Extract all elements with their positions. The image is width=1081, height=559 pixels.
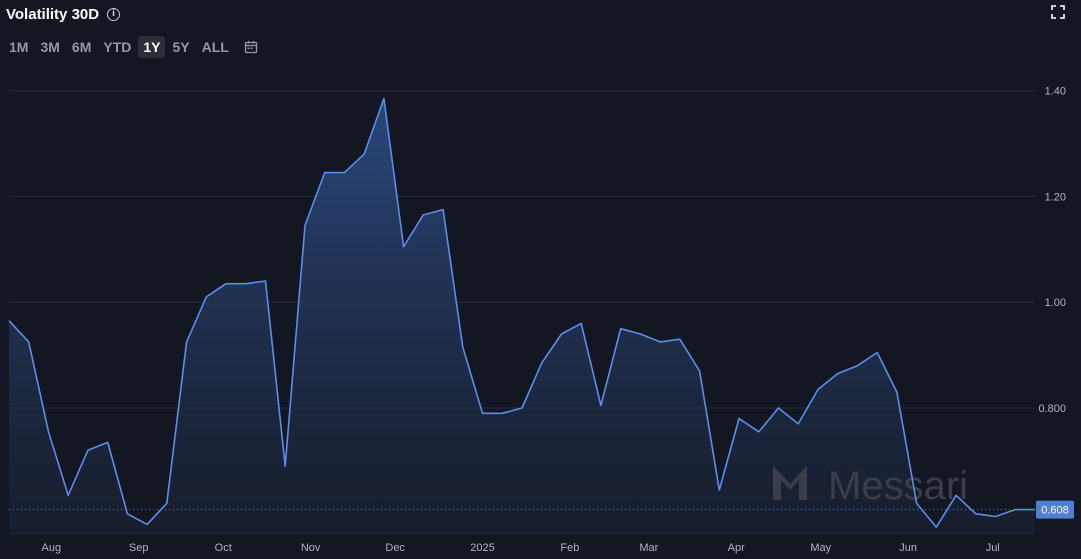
y-tick-label: 1.40	[1045, 86, 1066, 98]
x-axis: Aug Sep Oct Nov Dec 2025 Feb Mar Apr May Jun Jul	[41, 542, 999, 554]
data-point	[697, 368, 702, 373]
x-tick-label: Dec	[385, 542, 405, 554]
data-point	[796, 421, 801, 426]
series-area	[9, 98, 1035, 535]
data-point	[401, 244, 406, 249]
data-point	[815, 387, 820, 392]
x-tick-label: May	[810, 542, 831, 554]
data-point	[224, 281, 229, 286]
data-point	[125, 511, 130, 516]
data-point	[362, 152, 367, 157]
data-point	[658, 339, 663, 344]
data-point	[835, 371, 840, 376]
data-point	[934, 525, 939, 530]
data-point	[914, 501, 919, 506]
data-point	[441, 207, 446, 212]
last-value-label: 0.608	[1041, 505, 1069, 517]
time-range-selector: 1M 3M 6M YTD 1Y 5Y ALL	[4, 36, 258, 58]
data-point	[973, 511, 978, 516]
series-line-layer	[8, 97, 1035, 528]
data-point	[243, 281, 248, 286]
data-point	[26, 339, 31, 344]
range-5y-button[interactable]: 5Y	[172, 39, 190, 55]
data-point	[677, 337, 682, 342]
x-tick-label: Sep	[129, 542, 149, 554]
data-point	[381, 96, 386, 101]
info-icon[interactable]: i	[107, 7, 121, 21]
range-3m-button[interactable]: 3M	[40, 39, 60, 55]
range-ytd-button[interactable]: YTD	[103, 39, 132, 55]
x-tick-label: Jul	[986, 542, 1000, 554]
x-tick-label: 2025	[470, 542, 494, 554]
data-point	[500, 411, 505, 416]
y-tick-label: 0.800	[1038, 403, 1066, 415]
range-all-button[interactable]: ALL	[201, 39, 229, 55]
data-point	[204, 294, 209, 299]
data-point	[954, 493, 959, 498]
y-axis: 1.40 1.20 1.00 0.800	[1038, 86, 1066, 415]
data-point	[145, 522, 150, 527]
data-point	[322, 170, 327, 175]
data-point	[480, 411, 485, 416]
chart-title: Volatility 30D	[6, 5, 100, 23]
calendar-icon[interactable]	[244, 40, 258, 54]
fullscreen-icon[interactable]	[1051, 5, 1065, 19]
data-point	[283, 464, 288, 469]
data-point	[164, 501, 169, 506]
data-point	[598, 403, 603, 408]
data-point	[66, 493, 71, 498]
data-point	[302, 223, 307, 228]
data-point	[737, 416, 742, 421]
area-fill-layer	[9, 98, 1035, 535]
data-point	[460, 345, 465, 350]
data-point	[539, 361, 544, 366]
data-point	[776, 406, 781, 411]
data-point	[579, 321, 584, 326]
data-point	[7, 318, 12, 323]
data-point	[342, 170, 347, 175]
data-point	[717, 488, 722, 493]
watermark-text: Messari	[828, 464, 968, 508]
x-tick-label: Oct	[215, 542, 232, 554]
series-line	[8, 97, 1035, 528]
range-1m-button[interactable]: 1M	[9, 39, 29, 55]
range-1y-button[interactable]: 1Y	[138, 36, 166, 58]
data-point	[184, 339, 189, 344]
x-tick-label: Jun	[899, 542, 917, 554]
data-point	[421, 212, 426, 217]
x-tick-label: Aug	[41, 542, 61, 554]
data-point	[85, 448, 90, 453]
data-point	[263, 279, 268, 284]
data-point	[875, 350, 880, 355]
data-point	[559, 331, 564, 336]
data-point	[855, 363, 860, 368]
last-value-marker: 0.608	[9, 500, 1074, 519]
data-point	[105, 440, 110, 445]
data-point	[638, 331, 643, 336]
range-6m-button[interactable]: 6M	[71, 39, 92, 55]
data-point	[756, 429, 761, 434]
x-tick-label: Nov	[301, 542, 321, 554]
x-tick-label: Mar	[639, 542, 658, 554]
title-row: Volatility 30D i	[6, 4, 121, 24]
data-point	[618, 326, 623, 331]
data-point	[46, 429, 51, 434]
x-tick-label: Apr	[728, 542, 745, 554]
data-point	[520, 406, 525, 411]
last-value-badge	[1036, 500, 1074, 519]
data-point	[993, 514, 998, 519]
data-point	[894, 390, 899, 395]
y-tick-label: 1.00	[1045, 297, 1066, 309]
x-tick-label: Feb	[560, 542, 579, 554]
y-tick-label: 1.20	[1045, 191, 1066, 203]
